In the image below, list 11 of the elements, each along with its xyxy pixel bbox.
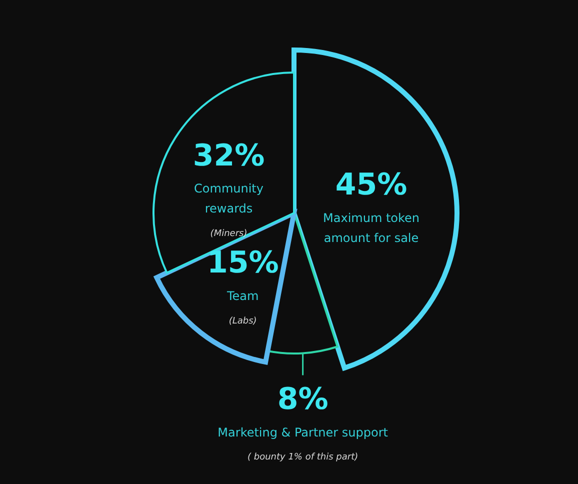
text: (Miners) — [210, 228, 248, 239]
slice-label: Maximum token amount for sale — [323, 210, 420, 245]
text: ( bounty 1% of this part) — [247, 452, 358, 463]
data-label: 32% — [192, 138, 265, 174]
data-label: 45% — [335, 168, 408, 203]
data-label: 8% — [277, 382, 328, 418]
text: (Labs) — [228, 316, 257, 326]
data-label: 15% — [206, 246, 279, 281]
slice-label: Marketing & Partner support — [218, 425, 388, 440]
slice-label: Team — [226, 289, 259, 304]
slice-label: Community rewards — [194, 182, 264, 216]
